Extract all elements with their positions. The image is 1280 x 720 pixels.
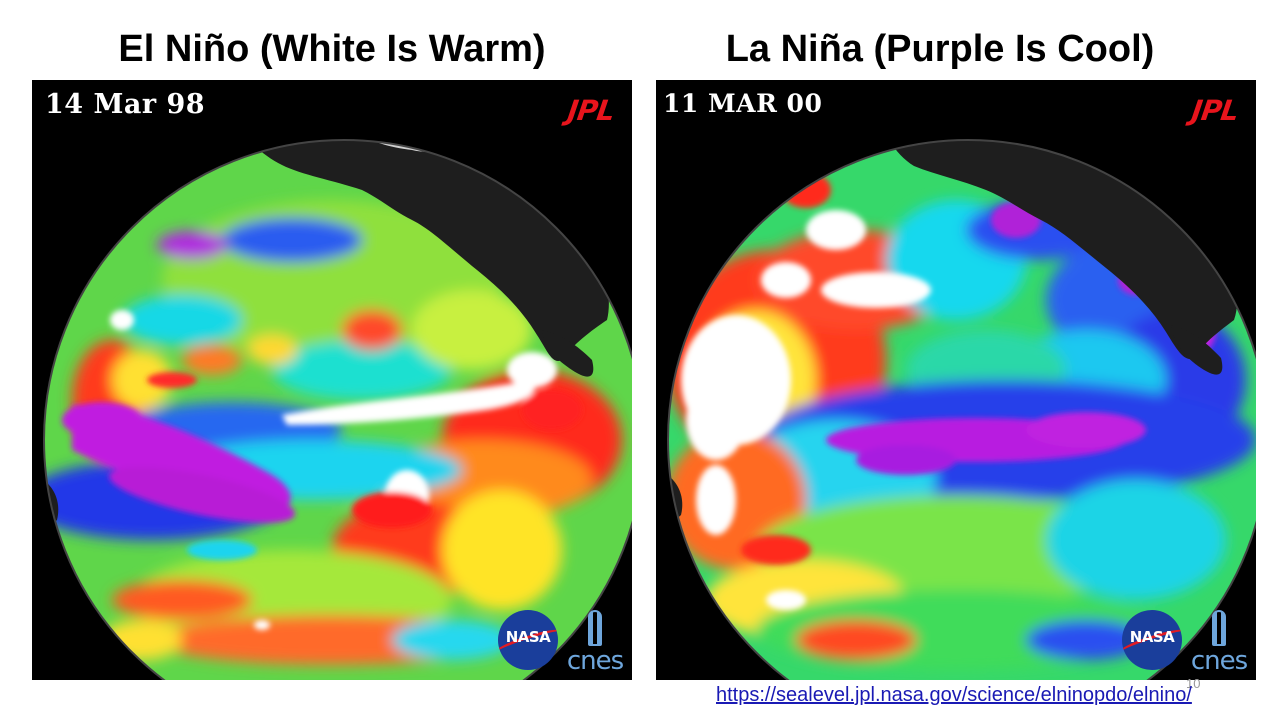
nasa-logo-icon: NASA	[498, 610, 558, 670]
cnes-logo-icon: cnes	[1186, 608, 1252, 676]
el-nino-globe-panel: 14 Mar 98 JPL NASA cnes	[32, 80, 632, 680]
source-link[interactable]: https://sealevel.jpl.nasa.gov/science/el…	[716, 684, 1192, 706]
cnes-rocket-icon	[588, 610, 602, 646]
el-nino-title: El Niño (White Is Warm)	[118, 28, 546, 70]
jpl-logo-icon: JPL	[565, 94, 617, 127]
nasa-logo-text: NASA	[505, 628, 551, 646]
la-nina-date-label: 11 MAR 00	[663, 89, 823, 118]
jpl-logo-icon: JPL	[1189, 94, 1241, 127]
cnes-logo-icon: cnes	[562, 608, 628, 676]
slide-number: 10	[1186, 676, 1201, 691]
el-nino-date-label: 14 Mar 98	[45, 89, 206, 120]
cnes-rocket-icon	[1212, 610, 1226, 646]
la-nina-globe-panel: 11 MAR 00 JPL NASA cnes	[656, 80, 1256, 680]
nasa-logo-text: NASA	[1129, 628, 1175, 646]
cnes-logo-text: cnes	[1190, 646, 1248, 676]
cnes-logo-text: cnes	[566, 646, 624, 676]
nasa-logo-icon: NASA	[1122, 610, 1182, 670]
la-nina-globe-image	[667, 139, 1256, 680]
el-nino-globe-image	[43, 139, 632, 680]
la-nina-title: La Niña (Purple Is Cool)	[725, 28, 1155, 70]
